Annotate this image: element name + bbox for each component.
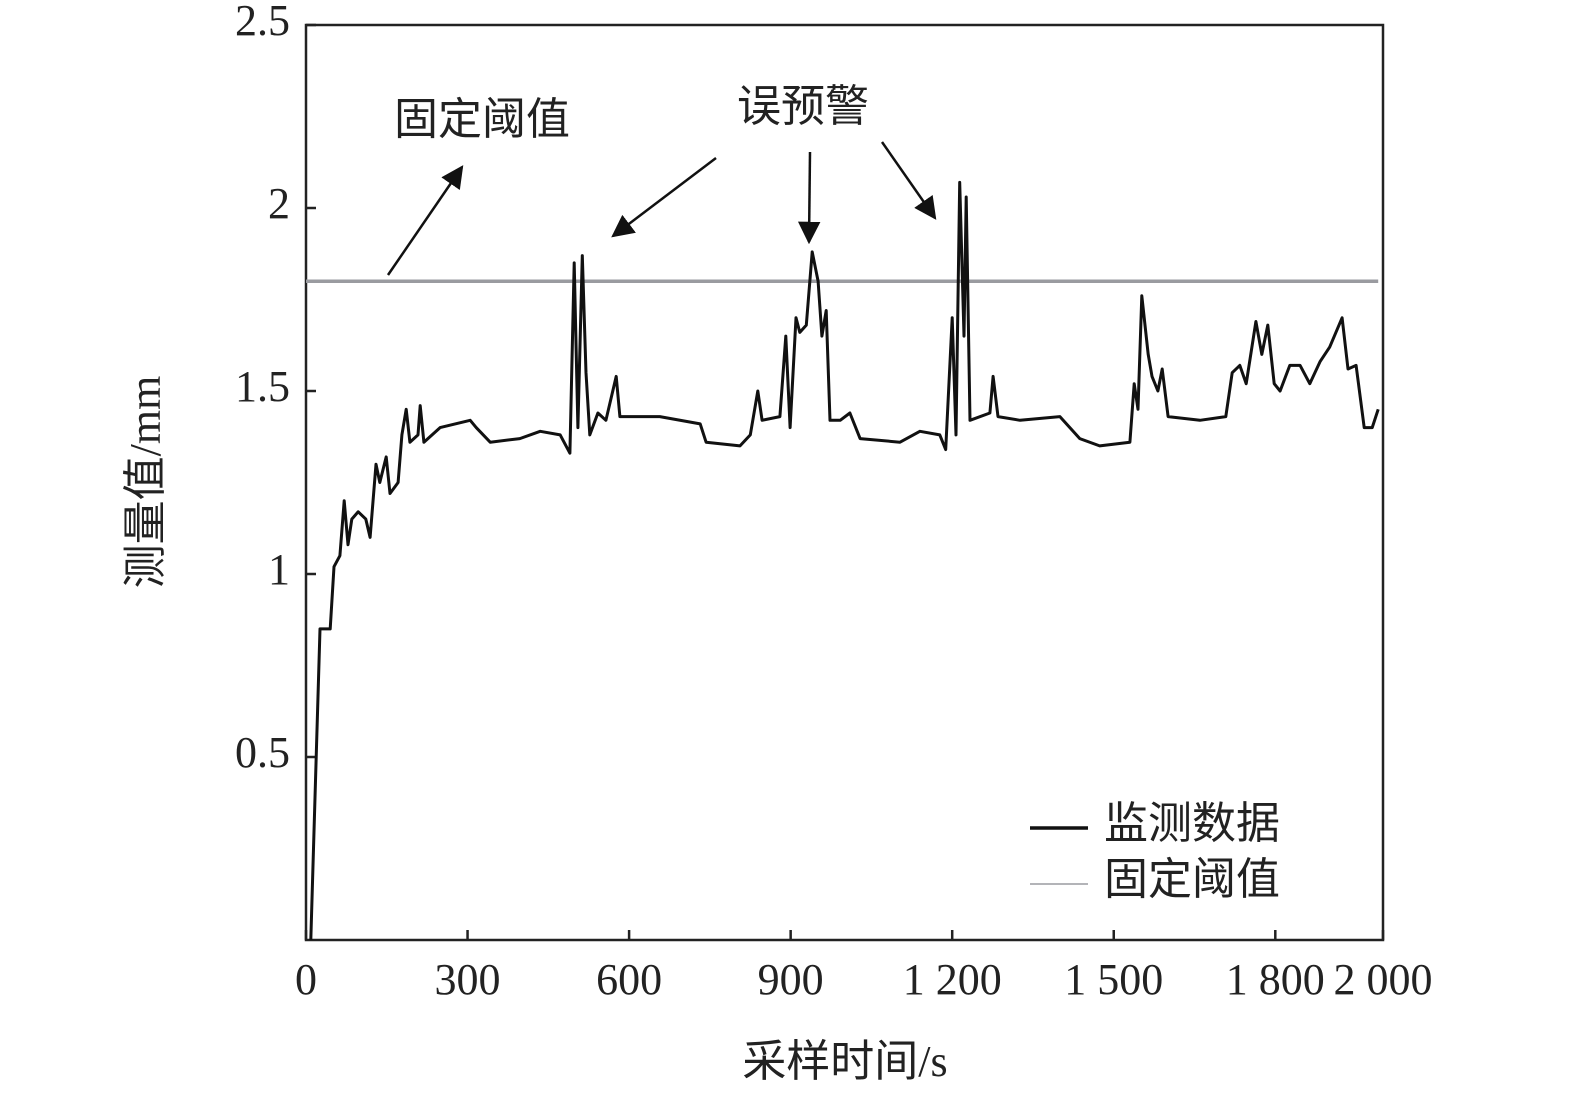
annotation: 固定阈值	[394, 95, 570, 144]
x-tick-label: 1 800	[1226, 955, 1325, 1004]
x-tick-label: 900	[758, 955, 824, 1004]
annotation: 误预警	[737, 82, 869, 131]
x-tick-label: 1 200	[903, 955, 1002, 1004]
y-tick-label: 1.5	[235, 362, 290, 411]
legend-label: 监测数据	[1104, 799, 1280, 848]
arrow	[386, 165, 464, 276]
x-tick-label: 1 500	[1064, 955, 1163, 1004]
x-tick-label: 600	[596, 955, 662, 1004]
arrow	[880, 141, 937, 220]
x-tick-label: 2 000	[1334, 955, 1433, 1004]
x-tick-label: 0	[295, 955, 317, 1004]
arrow	[797, 151, 821, 245]
x-tick-label: 300	[435, 955, 501, 1004]
arrow	[611, 157, 717, 238]
x-axis-label: 采样时间/s	[742, 1037, 947, 1086]
y-tick-label: 0.5	[235, 728, 290, 777]
data-line	[309, 180, 1380, 941]
y-tick-label: 1	[268, 545, 290, 594]
y-tick-label: 2	[268, 179, 290, 228]
y-tick-label: 2.5	[235, 0, 290, 45]
y-axis-label: 测量值/mm	[121, 376, 170, 589]
plot-frame	[304, 23, 1385, 942]
legend-label: 固定阈值	[1104, 855, 1280, 904]
